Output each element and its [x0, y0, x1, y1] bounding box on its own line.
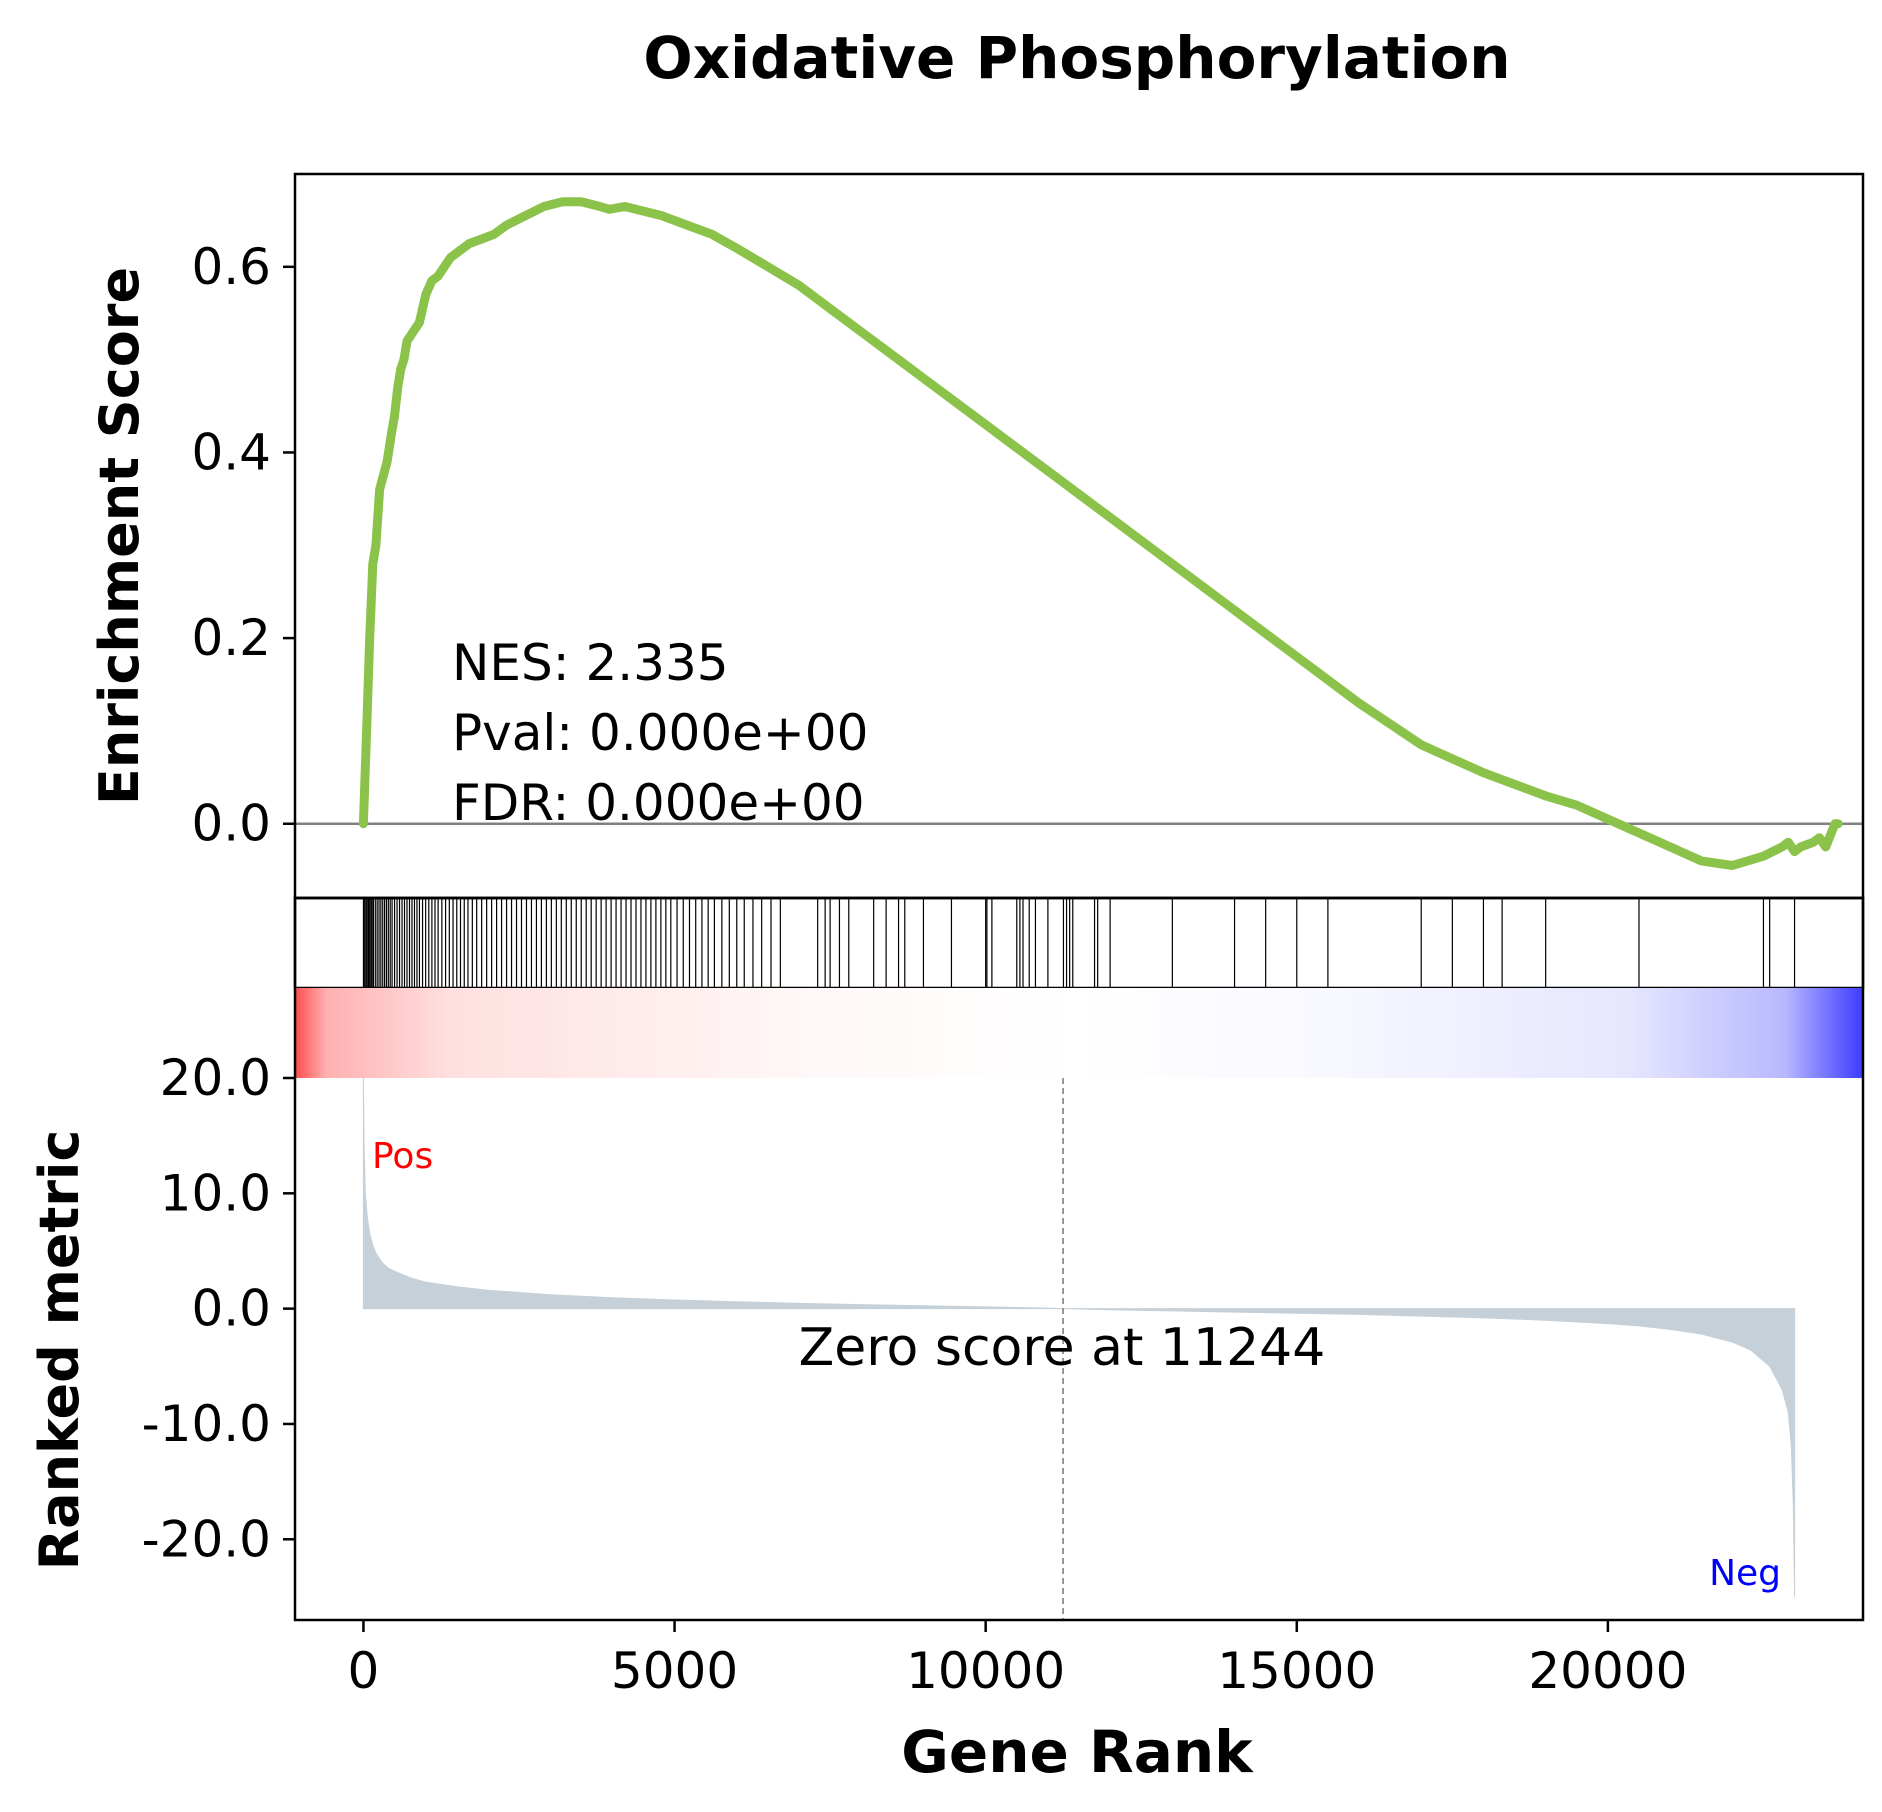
hit-marks — [362, 898, 1796, 988]
rank-y-ticks: 20.0 10.0 0.0 -10.0 -20.0 — [142, 1049, 295, 1568]
rank-panel: Zero score at 11244 Pos Neg 20.0 10.0 0.0 -… — [28, 896, 1865, 1622]
rank-y-tick-label: 10.0 — [160, 1164, 271, 1222]
chart-title: Oxidative Phosphorylation — [643, 24, 1510, 92]
es-y-axis-label: Enrichment Score — [88, 267, 151, 805]
rank-panel-frame — [293, 896, 1865, 1622]
es-y-ticks: 0.0 0.2 0.4 0.6 — [191, 238, 295, 853]
x-axis: 0 5000 10000 15000 20000 — [348, 1620, 1687, 1700]
zero-cross-label: Zero score at 11244 — [799, 1318, 1326, 1378]
hits-panel-frame — [293, 896, 1865, 990]
es-y-tick-label: 0.4 — [191, 423, 271, 481]
es-y-tick-label: 0.6 — [191, 238, 271, 296]
ranked-metric-area — [362, 1077, 1796, 1597]
nes-annotation: NES: 2.335 — [452, 634, 729, 692]
x-axis-label: Gene Rank — [901, 1718, 1254, 1786]
x-tick-label: 0 — [348, 1642, 380, 1700]
x-tick-label: 10000 — [906, 1642, 1065, 1700]
fdr-annotation: FDR: 0.000e+00 — [452, 774, 865, 832]
rank-y-tick-label: -20.0 — [142, 1510, 271, 1568]
es-panel: NES: 2.335 Pval: 0.000e+00 FDR: 0.000e+0… — [88, 172, 1865, 900]
rank-y-tick-label: 20.0 — [160, 1049, 271, 1107]
hits-panel — [293, 896, 1865, 990]
rank-y-tick-label: 0.0 — [191, 1280, 271, 1338]
x-tick-label: 20000 — [1528, 1642, 1687, 1700]
rank-y-axis-label: Ranked metric — [28, 1130, 91, 1571]
neg-label: Neg — [1709, 1553, 1781, 1594]
es-line-group — [358, 197, 1843, 870]
rank-color-bar — [295, 988, 1863, 1078]
es-y-tick-label: 0.0 — [191, 795, 271, 853]
x-tick-label: 15000 — [1217, 1642, 1376, 1700]
x-tick-label: 5000 — [611, 1642, 738, 1700]
pos-label: Pos — [372, 1136, 433, 1177]
pval-annotation: Pval: 0.000e+00 — [452, 704, 868, 762]
es-y-tick-label: 0.2 — [191, 609, 271, 667]
es-series-line-0 — [358, 197, 1843, 870]
rank-y-tick-label: -10.0 — [142, 1395, 271, 1453]
